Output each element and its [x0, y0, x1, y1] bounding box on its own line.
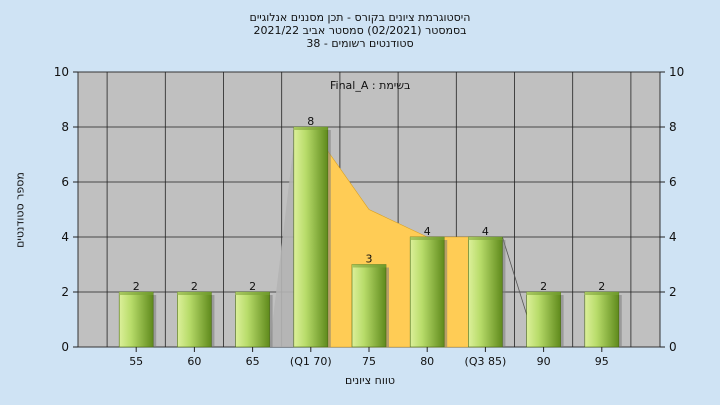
- bar: [468, 236, 506, 348]
- bar-body: [293, 126, 329, 348]
- bar-top: [293, 127, 328, 130]
- data-label: 2: [191, 280, 198, 293]
- bar: [118, 291, 157, 348]
- chart-title: היסטוגרמת ציונים בקורס - תכן מסננים אנלו…: [249, 11, 471, 24]
- y-tick-label-right: 2: [669, 285, 677, 299]
- bar-body: [526, 291, 561, 348]
- y-tick-label: 4: [61, 230, 69, 244]
- x-tick-label: (Q3 85): [465, 355, 507, 368]
- x-tick-label: 55: [129, 355, 143, 368]
- y-tick-label: 2: [61, 285, 69, 299]
- chart-subtitle-students: סטודנטים רשומים - 38: [306, 37, 414, 50]
- bar-body: [177, 291, 212, 348]
- bar: [584, 291, 622, 348]
- data-label: 4: [424, 225, 431, 238]
- data-label: 2: [540, 280, 547, 293]
- y-tick-label: 10: [54, 65, 69, 79]
- x-tick-label: 60: [187, 355, 201, 368]
- x-tick-label: 65: [246, 355, 260, 368]
- x-tick-label: 80: [420, 355, 434, 368]
- y-tick-label-right: 6: [669, 175, 677, 189]
- bar-body: [118, 291, 154, 348]
- x-tick-label: (Q1 70): [290, 355, 332, 368]
- y-tick-label-right: 0: [669, 340, 677, 354]
- bar-top: [352, 264, 386, 268]
- bar: [177, 291, 215, 348]
- bar-body: [584, 291, 620, 348]
- bar-body: [409, 236, 445, 348]
- x-tick-label: 90: [537, 355, 551, 368]
- bar-shadow: [269, 127, 296, 347]
- data-label: 4: [482, 225, 489, 238]
- x-tick-label: 75: [362, 355, 376, 368]
- bar: [235, 291, 273, 348]
- bar: [351, 264, 389, 348]
- data-label: 8: [307, 115, 314, 128]
- x-tick-label: 95: [595, 355, 609, 368]
- bar-top: [468, 237, 503, 240]
- data-label: 3: [366, 253, 373, 266]
- bar-top: [526, 292, 561, 295]
- data-label: 2: [598, 280, 605, 293]
- y-tick-label-right: 10: [669, 65, 684, 79]
- y-tick-label: 0: [61, 340, 69, 354]
- bar-body: [468, 236, 503, 348]
- bar-top: [584, 292, 619, 295]
- bar-body: [351, 264, 387, 348]
- chart-subtitle-semester: בסמסטר (02/2021) סמסטר אביב 2021/22: [253, 24, 467, 37]
- bar: [526, 291, 564, 348]
- y-tick-label-right: 8: [669, 120, 677, 134]
- x-axis-label: טווח ציונים: [345, 374, 395, 387]
- bar-body: [235, 291, 270, 348]
- bar: [409, 236, 448, 348]
- bar-top: [119, 292, 154, 295]
- y-tick-label-right: 4: [669, 230, 677, 244]
- data-label: 2: [249, 280, 256, 293]
- data-label: 2: [133, 280, 140, 293]
- bar: [293, 126, 331, 348]
- y-tick-label: 8: [61, 120, 69, 134]
- bar-top: [235, 292, 270, 295]
- bar-top: [177, 292, 212, 295]
- bar-top: [410, 237, 445, 240]
- chart-annotation: בשימת : Final_A: [330, 79, 411, 92]
- y-tick-label: 6: [61, 175, 69, 189]
